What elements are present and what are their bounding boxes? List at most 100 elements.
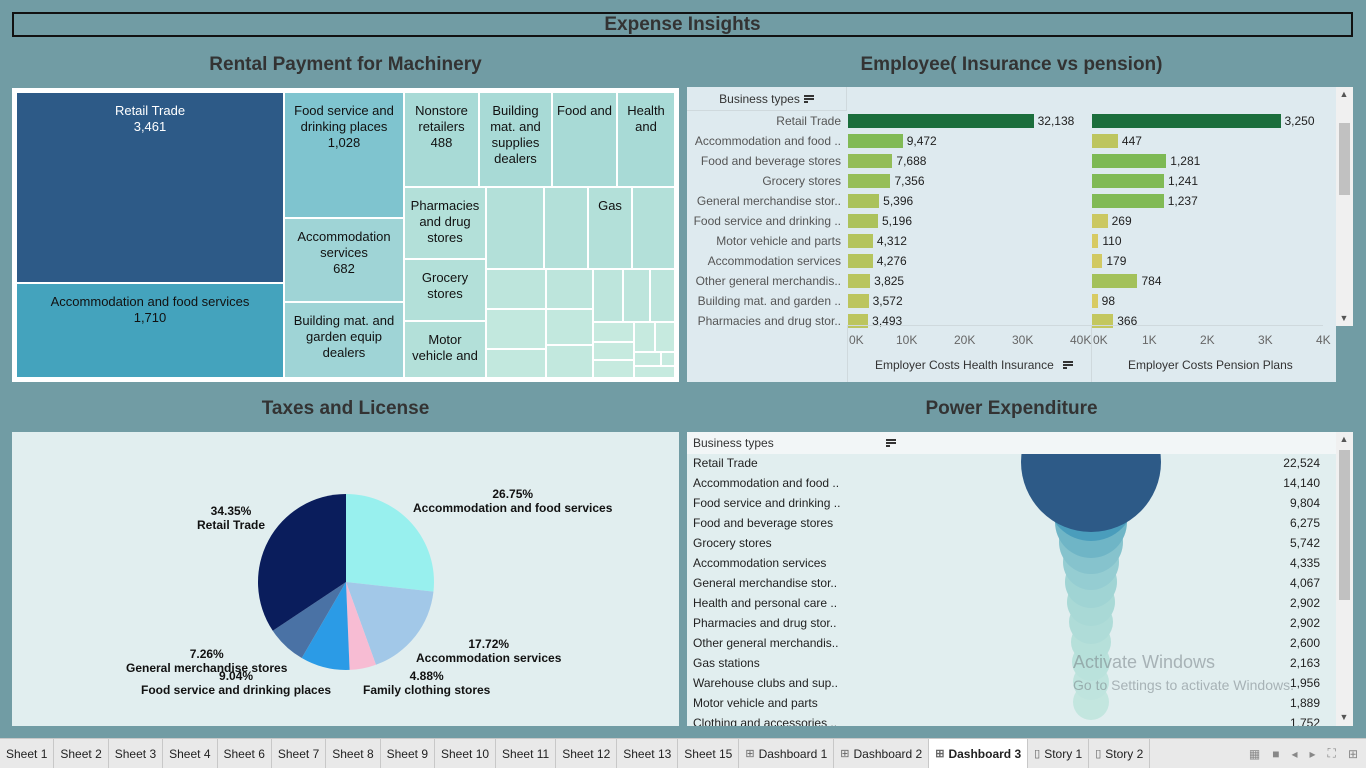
treemap-cell[interactable]: Nonstore retailers 488 — [404, 92, 479, 187]
tab-story-2[interactable]: ▯ Story 2 — [1089, 739, 1151, 768]
treemap-cell[interactable]: Pharmacies and drug stores — [404, 187, 486, 259]
tab-sheet-6[interactable]: Sheet 6 — [218, 739, 272, 768]
tab-sheet-4[interactable]: Sheet 4 — [163, 739, 218, 768]
treemap-cell[interactable]: Grocery stores — [404, 259, 486, 321]
pension-bar[interactable] — [1092, 254, 1103, 268]
pie-slice[interactable] — [346, 582, 434, 665]
health-bar[interactable] — [848, 214, 878, 228]
pension-bar[interactable] — [1092, 274, 1138, 288]
tab-sheet-10[interactable]: Sheet 10 — [435, 739, 497, 768]
treemap-cell[interactable]: Gas — [588, 187, 632, 269]
health-bar[interactable] — [848, 154, 893, 168]
scroll-up-icon[interactable]: ▲ — [1339, 434, 1349, 444]
tab-sheet-8[interactable]: Sheet 8 — [326, 739, 381, 768]
tab-sheet-15[interactable]: Sheet 15 — [678, 739, 740, 768]
scroll-down-icon[interactable]: ▼ — [1339, 712, 1349, 722]
health-bar[interactable] — [848, 134, 903, 148]
filmstrip-icon[interactable]: ■ — [1272, 746, 1280, 761]
health-bar[interactable] — [848, 254, 873, 268]
next-sheet-icon[interactable]: ▸ — [1309, 746, 1316, 761]
scroll-thumb[interactable] — [1339, 450, 1350, 600]
sort-icon[interactable] — [1063, 361, 1074, 369]
pie-slice[interactable] — [272, 582, 346, 659]
tab-sheet-12[interactable]: Sheet 12 — [556, 739, 618, 768]
health-bar[interactable] — [848, 114, 1034, 128]
pie-slice[interactable] — [346, 582, 376, 670]
pension-bar[interactable] — [1092, 234, 1099, 248]
employee-row-label: Building mat. and garden .. — [697, 294, 841, 308]
health-bar[interactable] — [848, 234, 873, 248]
pension-bar[interactable] — [1092, 174, 1164, 188]
tab-story-1[interactable]: ▯ Story 1 — [1028, 739, 1090, 768]
tab-sheet-9[interactable]: Sheet 9 — [381, 739, 435, 768]
tab-sheet-13[interactable]: Sheet 13 — [617, 739, 679, 768]
health-value: 7,356 — [894, 174, 925, 188]
pie-slice[interactable] — [301, 582, 350, 670]
pie-label: 9.04% Food service and drinking places — [141, 669, 331, 697]
pension-bar[interactable] — [1092, 214, 1108, 228]
tab-sheet-3[interactable]: Sheet 3 — [109, 739, 164, 768]
pension-bar[interactable] — [1092, 154, 1167, 168]
pension-bar[interactable] — [1092, 134, 1118, 148]
treemap-cell — [544, 187, 588, 269]
header-label: Business types — [693, 436, 774, 450]
treemap-cell — [634, 352, 661, 366]
power-row-label: Food and beverage stores — [693, 516, 834, 530]
pie-slice[interactable] — [258, 494, 346, 631]
treemap-cell[interactable]: Health and — [617, 92, 675, 187]
tab-sheet-1[interactable]: Sheet 1 — [0, 739, 55, 768]
power-expenditure-panel[interactable]: Business types Business types Retail Tra… — [687, 432, 1336, 726]
health-bar[interactable] — [848, 274, 871, 288]
treemap-cell[interactable]: Food service and drinking places 1,028 — [284, 92, 404, 218]
treemap-cell-label: Gas — [598, 198, 622, 213]
health-bar[interactable] — [848, 294, 869, 308]
treemap-cell — [593, 342, 634, 360]
sort-icon[interactable] — [803, 94, 814, 103]
tab-label: Sheet 12 — [562, 746, 611, 761]
pension-tick-label: 0K — [1093, 333, 1108, 347]
pie-label-pct: 4.88% — [409, 669, 444, 683]
employee-scrollbar[interactable]: ▲ ▼ — [1336, 87, 1353, 326]
pie-slice[interactable] — [346, 494, 434, 592]
prev-sheet-icon[interactable]: ◂ — [1291, 746, 1298, 761]
tab-dashboard-1[interactable]: ⊞ Dashboard 1 — [739, 739, 835, 768]
health-bar[interactable] — [848, 194, 880, 208]
power-row-label: Warehouse clubs and sup.. — [693, 676, 838, 690]
tab-sheet-7[interactable]: Sheet 7 — [272, 739, 327, 768]
tab-sheet-2[interactable]: Sheet 2 — [54, 739, 109, 768]
taxes-pie-chart[interactable] — [12, 432, 679, 726]
treemap-cell[interactable]: Accommodation and food services 1,710 — [16, 283, 284, 378]
pension-bar[interactable] — [1092, 314, 1114, 328]
tab-label: Sheet 7 — [277, 746, 320, 761]
fit-screen-icon[interactable]: ⛶ — [1327, 746, 1336, 760]
power-scrollbar[interactable]: ▲ ▼ — [1336, 432, 1353, 726]
taxes-title: Taxes and License — [261, 398, 430, 419]
health-bar[interactable] — [848, 314, 869, 328]
rental-treemap[interactable]: Retail Trade 3,461 Accommodation and foo… — [12, 88, 679, 382]
tab-dashboard-3[interactable]: ⊞ Dashboard 3 — [929, 739, 1029, 768]
tab-dashboard-2[interactable]: ⊞ Dashboard 2 — [834, 739, 930, 768]
pension-bar[interactable] — [1092, 194, 1164, 208]
treemap-cell[interactable]: Building mat. and garden equip dealers — [284, 302, 404, 378]
treemap-cell[interactable]: Motor vehicle and — [404, 321, 486, 378]
sort-icon[interactable] — [885, 439, 896, 447]
business-types-header[interactable]: Business types — [687, 87, 847, 111]
pie-label: 26.75% Accommodation and food services — [413, 487, 612, 515]
scroll-up-icon[interactable]: ▲ — [1339, 89, 1349, 99]
pension-tick-label: 3K — [1258, 333, 1273, 347]
scroll-down-icon[interactable]: ▼ — [1339, 313, 1349, 323]
employee-bar-chart[interactable]: Business types Retail Trade 32,138 3,250 Ac… — [687, 87, 1336, 382]
grid-view-icon[interactable]: ▦ — [1248, 746, 1261, 761]
pension-bar[interactable] — [1092, 114, 1281, 128]
tab-sheet-11[interactable]: Sheet 11 — [496, 739, 557, 768]
treemap-cell[interactable]: Accommodation services 682 — [284, 218, 404, 302]
treemap-cell[interactable]: Retail Trade 3,461 — [16, 92, 284, 283]
scroll-thumb[interactable] — [1339, 123, 1350, 195]
health-bar[interactable] — [848, 174, 891, 188]
pension-bar[interactable] — [1092, 294, 1098, 308]
employee-row-label: Pharmacies and drug stor.. — [697, 314, 841, 328]
treemap-cell[interactable]: Food and — [552, 92, 617, 187]
tile-view-icon[interactable]: ⊞ — [1347, 746, 1358, 761]
treemap-cell[interactable]: Building mat. and supplies dealers — [479, 92, 552, 187]
treemap-cell — [593, 269, 623, 322]
